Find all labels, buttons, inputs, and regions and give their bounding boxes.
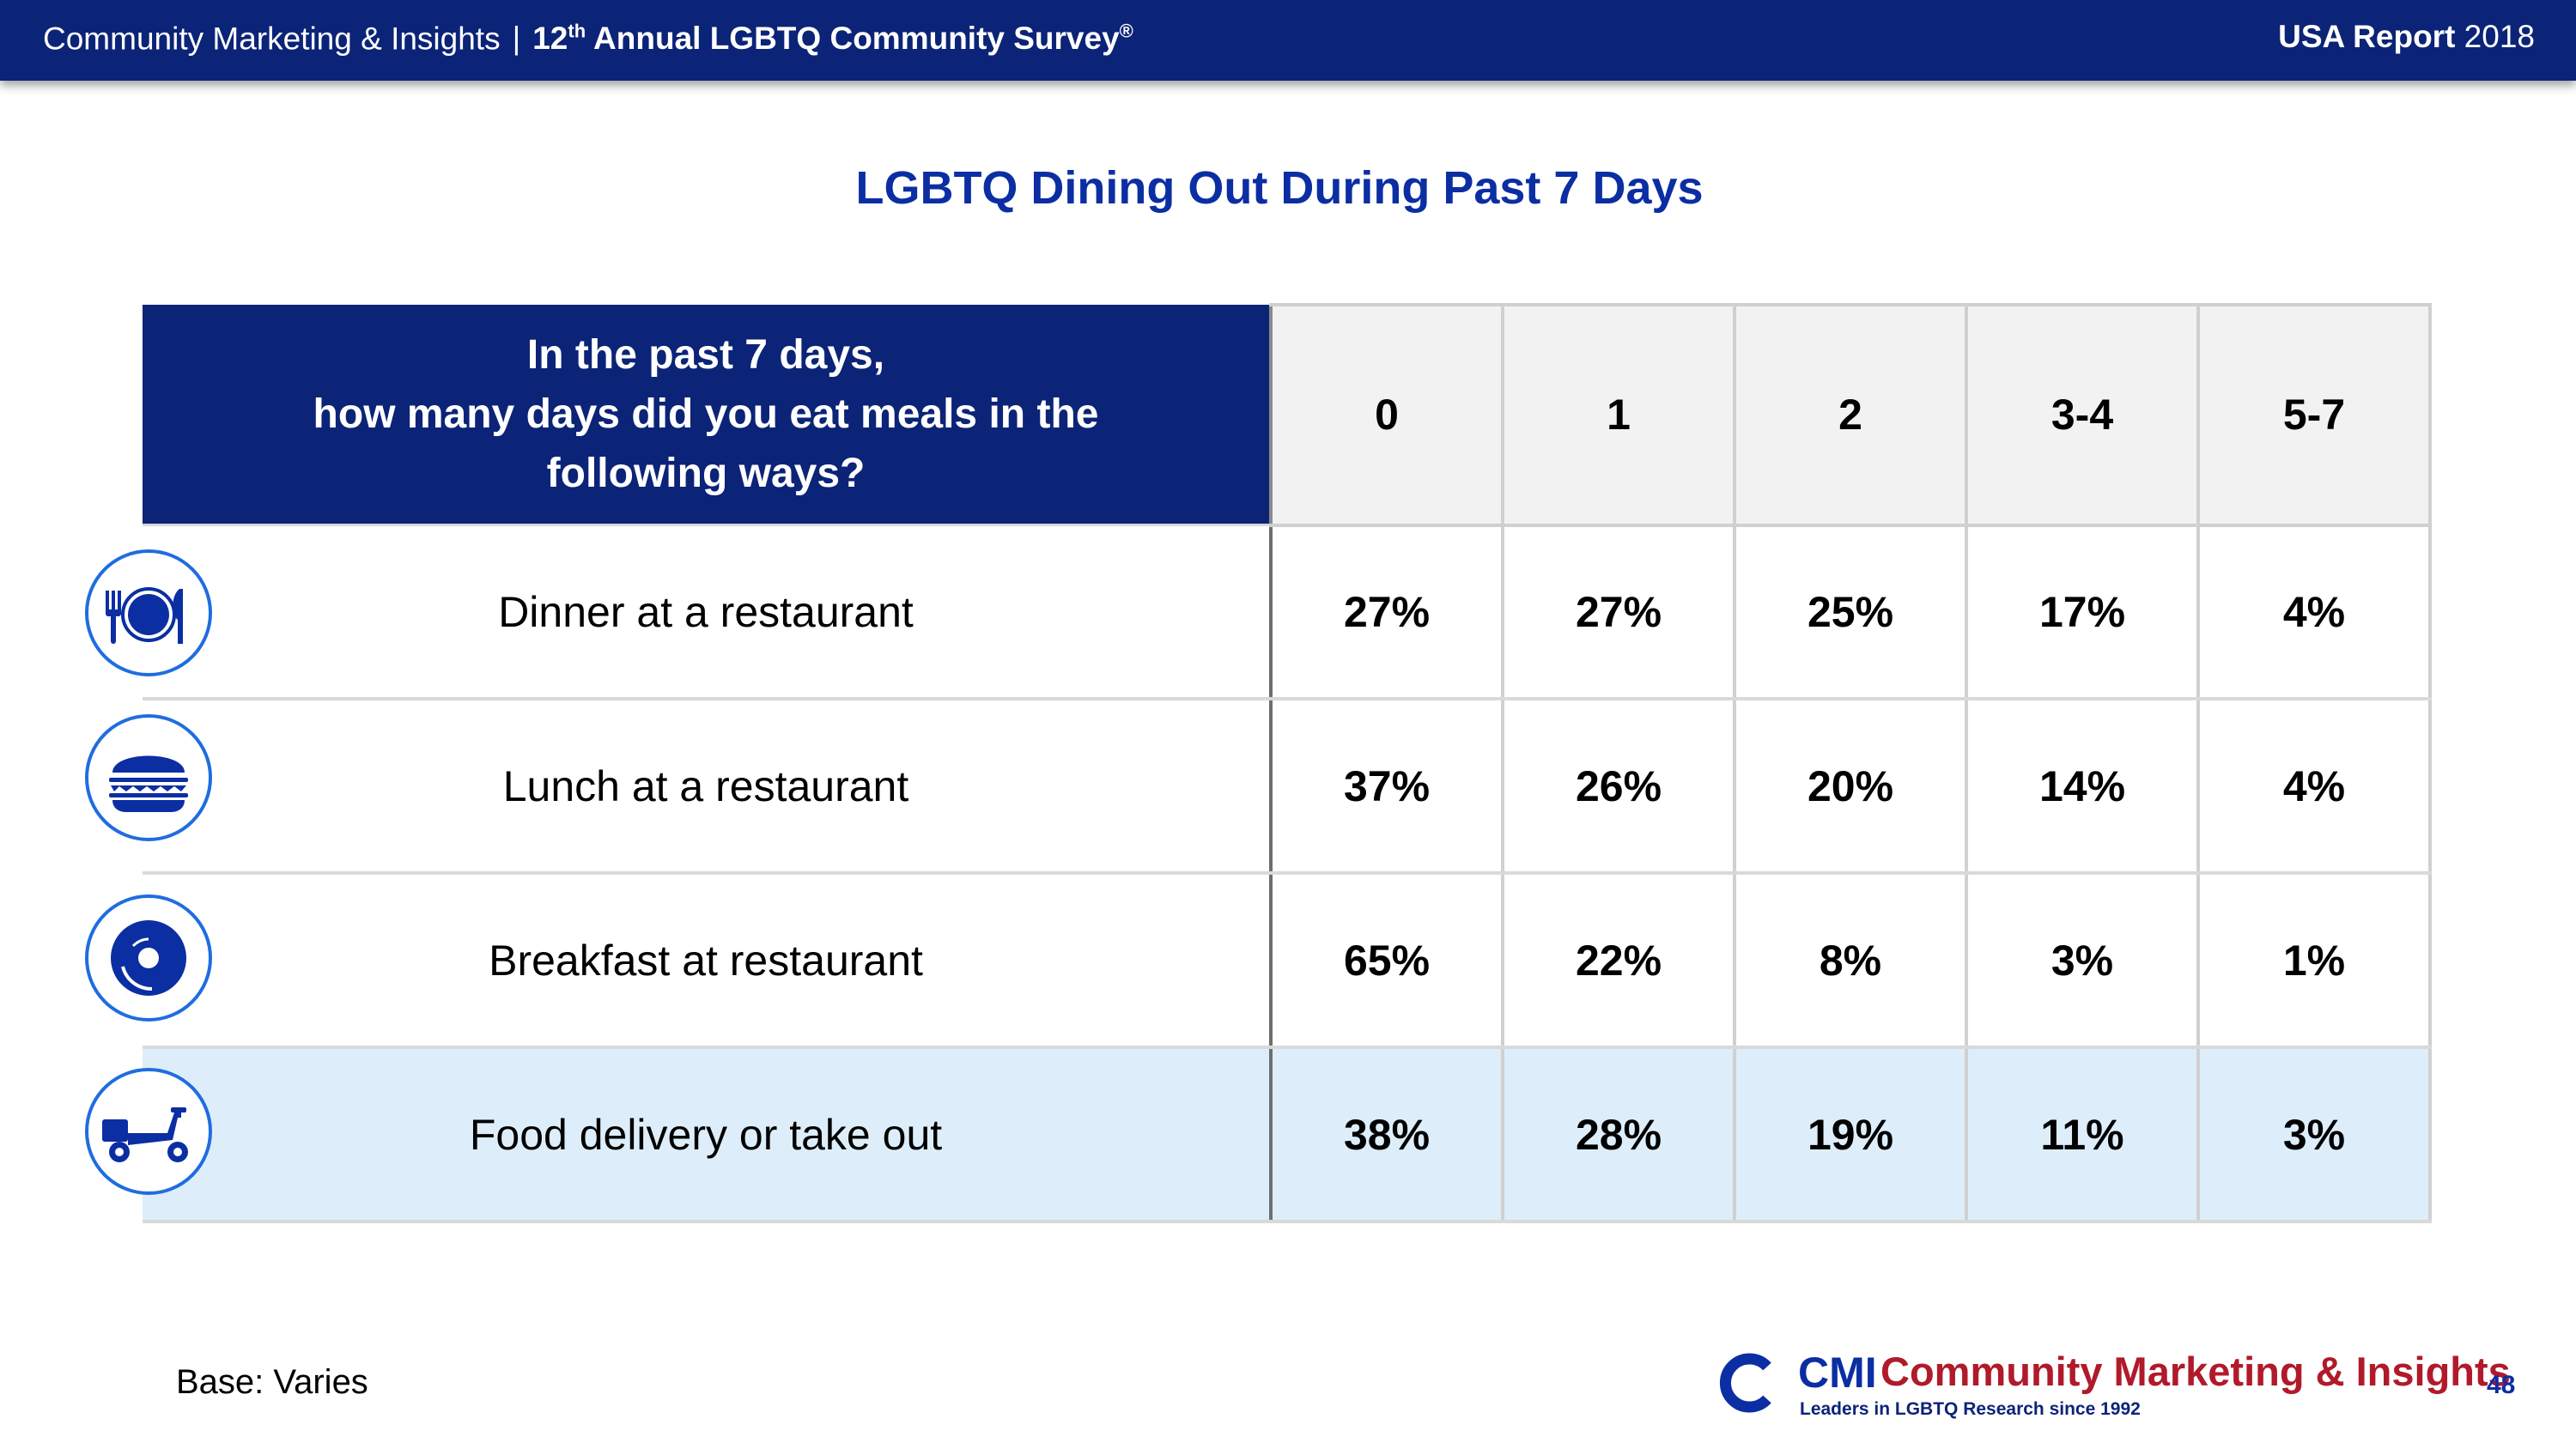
header-org: Community Marketing & Insights [43, 21, 501, 57]
table-cell: 22% [1501, 873, 1736, 1049]
dinner-plate-icon [85, 549, 212, 676]
column-header: 2 [1733, 303, 1968, 527]
header-separator: | [512, 21, 521, 57]
header-bar: Community Marketing & Insights | 12th Annu… [0, 0, 2576, 81]
burger-icon [85, 714, 212, 841]
logo-ring-icon [1720, 1353, 1771, 1413]
table-cell: 65% [1269, 873, 1504, 1049]
logo-name: Community Marketing & Insights [1880, 1349, 2511, 1394]
table-cell: 20% [1733, 699, 1968, 875]
report-name: USA Report [2278, 19, 2456, 54]
row-label: Breakfast at restaurant [143, 873, 1273, 1049]
cmi-logo: CMI Community Marketing & Insights Leade… [1717, 1348, 2511, 1425]
row-label: Lunch at a restaurant [143, 699, 1273, 875]
scooter-icon [85, 1068, 212, 1195]
question-header: In the past 7 days, how many days did yo… [143, 305, 1271, 526]
report-year: 2018 [2455, 19, 2535, 54]
logo-tagline: Leaders in LGBTQ Research since 1992 [1800, 1399, 2141, 1419]
question-line: In the past 7 days, [526, 332, 885, 378]
survey-number: 12 [532, 21, 568, 57]
table-cell: 28% [1501, 1047, 1736, 1223]
column-header: 5-7 [2196, 303, 2432, 527]
table-header-row: In the past 7 days, how many days did yo… [143, 303, 2432, 527]
question-line: how many days did you eat meals in the [313, 391, 1099, 437]
page-number: 48 [2487, 1371, 2516, 1399]
donut-icon [85, 894, 212, 1022]
table-cell: 27% [1501, 524, 1736, 700]
base-note: Base: Varies [176, 1363, 368, 1401]
table-cell: 3% [2196, 1047, 2432, 1223]
survey-name: Annual LGBTQ Community Survey [586, 21, 1120, 57]
header-left: Community Marketing & Insights | 12th Annu… [43, 21, 1133, 57]
row-label: Food delivery or take out [143, 1047, 1273, 1223]
dining-table: In the past 7 days, how many days did yo… [143, 303, 2432, 1223]
report-label: USA Report 2018 [2278, 19, 2535, 55]
page-title: LGBTQ Dining Out During Past 7 Days [855, 162, 1704, 214]
survey-ordinal: th [568, 21, 586, 42]
table-cell: 19% [1733, 1047, 1968, 1223]
question-line: following ways? [546, 451, 866, 496]
survey-title: 12th Annual LGBTQ Community Survey® [532, 21, 1133, 56]
table-cell: 17% [1965, 524, 2200, 700]
logo-cmi: CMI [1798, 1349, 1877, 1397]
table-cell: 1% [2196, 873, 2432, 1049]
table-cell: 11% [1965, 1047, 2200, 1223]
column-header: 3-4 [1965, 303, 2200, 527]
table-row: Lunch at a restaurant 37% 26% 20% 14% 4% [143, 699, 2432, 875]
registered-mark: ® [1119, 21, 1133, 42]
column-header: 1 [1501, 303, 1736, 527]
table-row-highlighted: Food delivery or take out 38% 28% 19% 11… [143, 1047, 2432, 1223]
row-label: Dinner at a restaurant [143, 524, 1273, 700]
table-cell: 4% [2196, 524, 2432, 700]
table-cell: 8% [1733, 873, 1968, 1049]
table-cell: 14% [1965, 699, 2200, 875]
column-header: 0 [1269, 303, 1504, 527]
table-cell: 4% [2196, 699, 2432, 875]
table-row: Breakfast at restaurant 65% 22% 8% 3% 1% [143, 873, 2432, 1049]
table-cell: 3% [1965, 873, 2200, 1049]
table-cell: 38% [1269, 1047, 1504, 1223]
table-cell: 25% [1733, 524, 1968, 700]
table-cell: 37% [1269, 699, 1504, 875]
table-cell: 27% [1269, 524, 1504, 700]
table-row: Dinner at a restaurant 27% 27% 25% 17% 4… [143, 524, 2432, 700]
table-cell: 26% [1501, 699, 1736, 875]
